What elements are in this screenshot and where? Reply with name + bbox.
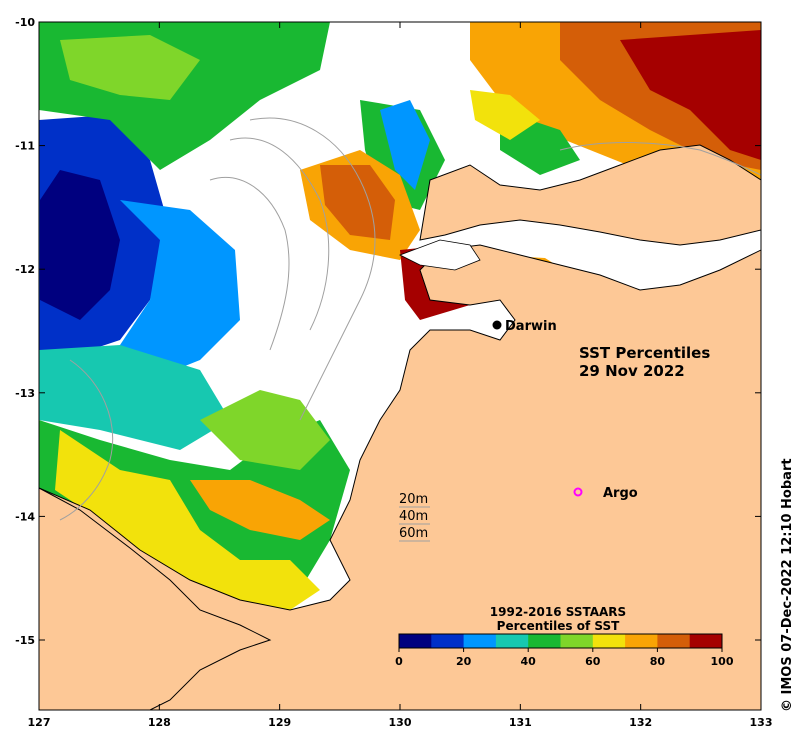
lat-tick-label: -13 xyxy=(15,387,35,400)
depth-label-40m: 40m xyxy=(399,509,428,524)
patch-low xyxy=(39,115,170,360)
latitude-axis: -10 -11 -12 -13 -14 -15 xyxy=(15,16,761,647)
patch-orange-southwest xyxy=(190,480,330,540)
lat-tick-label: -14 xyxy=(15,510,35,523)
patch-mid-low xyxy=(110,200,240,380)
darwin-marker xyxy=(492,320,502,330)
lon-tick-label: 131 xyxy=(509,716,532,729)
depth-label-60m: 60m xyxy=(399,526,428,541)
lon-tick-label: 133 xyxy=(750,716,773,729)
colorbar-cell xyxy=(560,634,594,648)
colorbar-cell xyxy=(399,634,432,648)
lon-tick-label: 127 xyxy=(28,716,51,729)
lat-tick-label: -11 xyxy=(15,140,35,153)
colorbar-tick-label: 0 xyxy=(395,655,403,668)
colorbar-cell xyxy=(625,634,658,648)
depth-legend: 20m 40m 60m xyxy=(399,492,430,542)
argo-marker xyxy=(573,487,583,497)
patch-lightgreen-south xyxy=(200,390,330,470)
colorbar-cell xyxy=(657,634,691,648)
island-bathurst xyxy=(399,239,481,271)
lat-tick-label: -15 xyxy=(15,634,35,647)
patch-very-high-northeast xyxy=(620,30,761,160)
lon-tick-label: 130 xyxy=(389,716,412,729)
colorbar-cell xyxy=(689,634,723,648)
lon-tick-label: 128 xyxy=(148,716,171,729)
colorbar-subtitle: Percentiles of SST xyxy=(497,619,620,633)
map-title: SST Percentiles xyxy=(579,344,710,362)
colorbar-title: 1992-2016 SSTAARS xyxy=(490,605,626,619)
colorbar-cell xyxy=(495,634,529,648)
patch-blue-central xyxy=(380,100,430,190)
land-mainland xyxy=(39,244,761,710)
land-cobourg-peninsula xyxy=(419,144,761,246)
darwin-label: Darwin xyxy=(505,319,557,334)
colorbar-tick-label: 20 xyxy=(456,655,472,668)
colorbar-tick-label: 60 xyxy=(585,655,601,668)
patch-darkorange-central xyxy=(320,165,395,240)
bathymetry-contours xyxy=(59,117,761,521)
patch-yellow-southwest xyxy=(55,430,320,610)
credit-text: © IMOS 07-Dec-2022 12:10 Hobart xyxy=(780,458,795,712)
patch-lightgreen-northwest xyxy=(60,35,200,100)
colorbar-cell xyxy=(463,634,497,648)
map-date: 29 Nov 2022 xyxy=(579,362,685,380)
colorbar-cell xyxy=(592,634,626,648)
lat-tick-label: -12 xyxy=(15,263,35,276)
colorbar: 1992-2016 SSTAARS Percentiles of SST 0 20… xyxy=(395,605,734,668)
lat-tick-label: -10 xyxy=(15,16,35,29)
lon-tick-label: 132 xyxy=(629,716,652,729)
patch-below-median xyxy=(39,345,230,450)
depth-label-20m: 20m xyxy=(399,492,428,507)
lon-tick-label: 129 xyxy=(268,716,291,729)
colorbar-cell xyxy=(431,634,465,648)
land-southwest-coast xyxy=(39,487,272,710)
longitude-axis: 127 128 129 130 131 132 133 xyxy=(28,22,773,729)
argo-label: Argo xyxy=(603,486,638,501)
patch-yellow-northeast xyxy=(470,90,540,140)
colorbar-tick-label: 100 xyxy=(711,655,734,668)
colorbar-tick-label: 80 xyxy=(650,655,666,668)
colorbar-tick-label: 40 xyxy=(521,655,537,668)
colorbar-cell xyxy=(528,634,561,648)
